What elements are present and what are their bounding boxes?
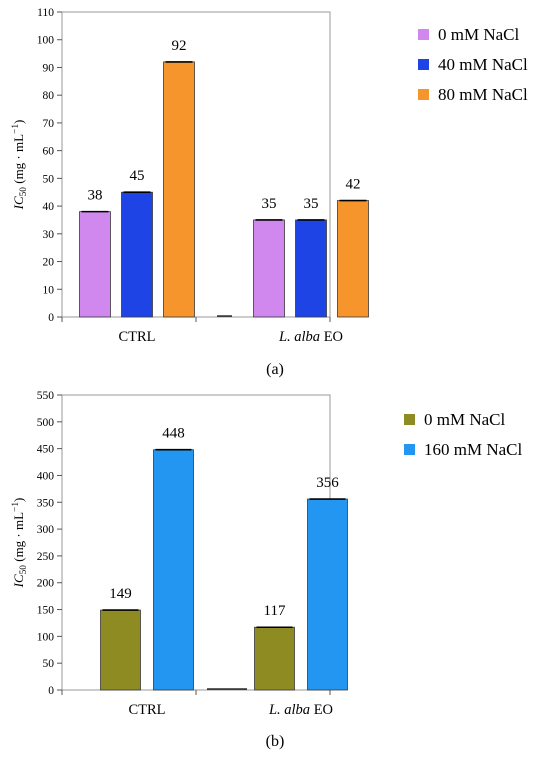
data-label: 448 (162, 426, 185, 442)
legend-label: 40 mM NaCl (438, 55, 528, 74)
legend-label: 0 mM NaCl (424, 410, 506, 429)
y-tick-label: 30 (43, 229, 55, 241)
y-tick-label: 0 (48, 312, 54, 324)
data-label: 117 (264, 603, 286, 619)
data-label: 35 (262, 196, 277, 212)
x-category-label: L. alba EO (268, 702, 333, 718)
data-label: 92 (172, 38, 187, 54)
legend-label: 160 mM NaCl (424, 440, 523, 459)
bar (337, 200, 369, 318)
y-tick-label: 10 (43, 284, 55, 296)
bar (163, 61, 195, 318)
y-tick-label: 100 (37, 631, 55, 643)
data-label: 38 (88, 188, 103, 204)
legend-swatch (404, 444, 415, 455)
chart-panel-b: 0 50 100 150 200 250 300 350 400 450 500 550 IC50 (m… (11, 390, 523, 750)
x-category-label: L. alba EO (278, 329, 343, 345)
panel-label: (a) (266, 361, 284, 378)
y-tick-label: 150 (37, 605, 55, 617)
legend-label: 80 mM NaCl (438, 85, 528, 104)
y-tick-label: 110 (37, 7, 54, 19)
y-tick-label: 90 (43, 62, 55, 74)
y-axis-label: IC50 (mg · mL−1) (11, 498, 29, 589)
legend-swatch (418, 29, 429, 40)
legend-swatch (404, 414, 415, 425)
y-tick-label: 40 (43, 201, 55, 213)
data-label: 149 (109, 586, 132, 602)
legend: 0 mM NaCl 160 mM NaCl (404, 410, 523, 459)
panel-label: (b) (266, 733, 285, 750)
x-category-label: CTRL (128, 702, 165, 718)
y-tick-label: 50 (43, 658, 55, 670)
y-tick-label: 20 (43, 257, 55, 269)
bar (295, 219, 327, 318)
y-axis-label: IC50 (mg · mL−1) (11, 120, 29, 211)
y-tick-label: 350 (37, 497, 55, 509)
bar (153, 449, 194, 691)
legend-swatch (418, 59, 429, 70)
y-tick-label: 50 (43, 173, 55, 185)
bar (254, 626, 295, 691)
y-tick-label: 0 (48, 685, 54, 697)
y-tick-label: 70 (43, 118, 55, 130)
y-tick-label: 100 (37, 35, 55, 47)
bar (253, 219, 285, 318)
chart-panel-a: 0 10 20 30 40 50 60 70 80 90 100 110 IC50 (mg · mL−1… (11, 7, 528, 378)
legend-label: 0 mM NaCl (438, 25, 520, 44)
y-tick-label: 250 (37, 551, 55, 563)
bar (121, 191, 153, 318)
y-tick-label: 60 (43, 146, 55, 158)
data-label: 42 (346, 177, 361, 193)
y-tick-label: 450 (37, 444, 55, 456)
y-tick-label: 550 (37, 390, 55, 402)
y-tick-label: 80 (43, 90, 55, 102)
bar (307, 498, 348, 691)
y-tick-label: 200 (37, 578, 55, 590)
y-tick-label: 300 (37, 524, 55, 536)
bar (79, 211, 111, 318)
y-tick-label: 500 (37, 417, 55, 429)
data-label: 35 (304, 196, 319, 212)
y-tick-label: 400 (37, 470, 55, 482)
data-label: 45 (130, 168, 145, 184)
bar (100, 609, 141, 691)
legend-swatch (418, 89, 429, 100)
x-category-label: CTRL (118, 329, 155, 345)
legend: 0 mM NaCl 40 mM NaCl 80 mM NaCl (418, 25, 528, 104)
data-label: 356 (316, 475, 339, 491)
